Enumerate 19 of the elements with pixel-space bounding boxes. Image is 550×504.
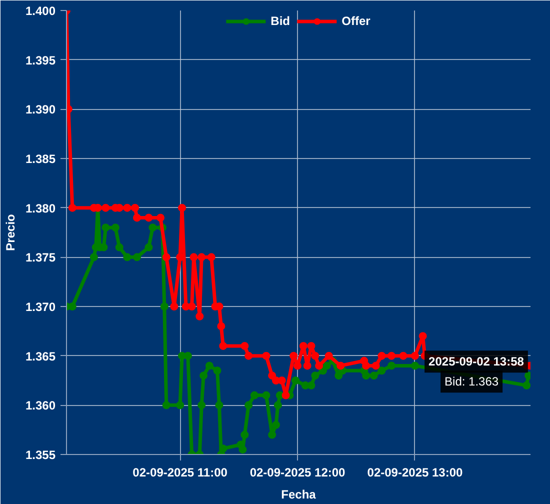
x-tick-label: 02-09-2025 12:00 (250, 466, 346, 480)
y-tick-label: 1.380 (25, 201, 56, 216)
legend-label: Offer (342, 14, 370, 28)
y-tick-label: 1.360 (25, 398, 56, 413)
y-tick-label: 1.395 (25, 53, 56, 68)
y-tick-label: 1.390 (25, 102, 56, 117)
y-tick-label: 1.365 (25, 349, 56, 364)
y-axis-title: Precio (3, 214, 18, 251)
x-axis-title: Fecha (281, 488, 316, 502)
annotation: 2025-09-02 13:58 (428, 354, 524, 369)
x-tick-label: 02-09-2025 13:00 (367, 466, 464, 480)
y-tick-label: 1.400 (25, 4, 56, 18)
y-tick-label: 1.375 (25, 250, 56, 265)
annotation: Bid: 1.363 (444, 374, 499, 389)
x-tick-label: 02-09-2025 11:00 (132, 466, 228, 480)
y-tick-label: 1.385 (25, 152, 56, 166)
y-tick-label: 1.355 (25, 448, 56, 462)
legend-label: Bid (270, 14, 291, 28)
y-tick-label: 1.370 (25, 300, 56, 314)
